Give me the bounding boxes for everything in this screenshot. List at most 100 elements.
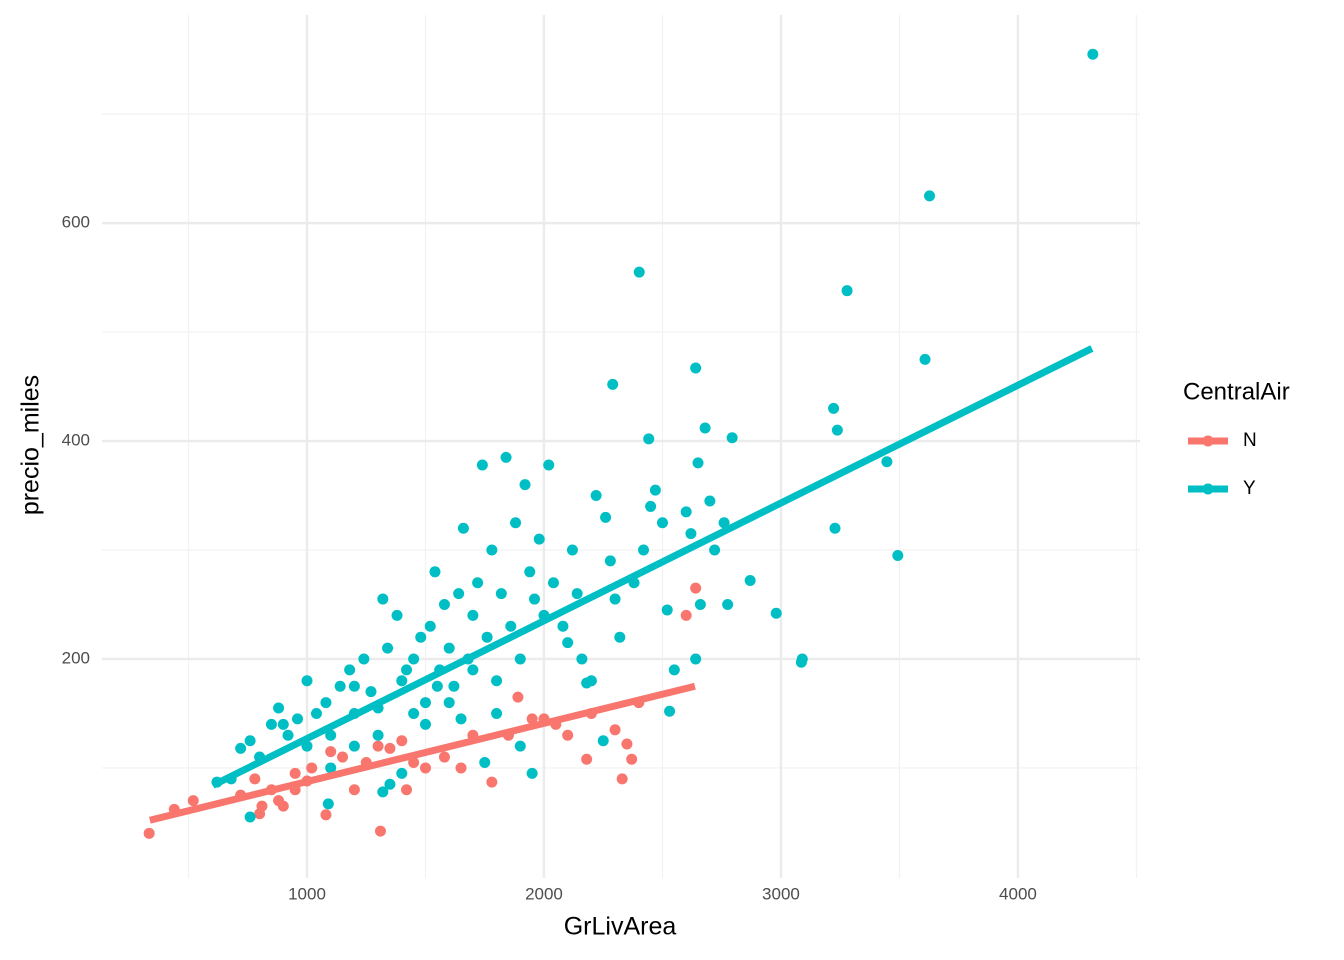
point [348, 740, 360, 752]
point [244, 735, 256, 747]
point [514, 653, 526, 665]
point [372, 740, 384, 752]
point [348, 680, 360, 692]
point [424, 620, 436, 632]
point [443, 642, 455, 654]
point [334, 680, 346, 692]
point [391, 609, 403, 621]
point [495, 588, 507, 600]
point [919, 353, 931, 365]
point [273, 702, 285, 714]
point [448, 680, 460, 692]
x-tick-label: 3000 [762, 884, 800, 903]
point [500, 451, 512, 463]
point [828, 402, 840, 414]
point [408, 707, 420, 719]
point [609, 724, 621, 736]
point [277, 718, 289, 730]
point [604, 555, 616, 567]
legend-label: Y [1243, 478, 1256, 499]
point [325, 729, 337, 741]
point [429, 566, 441, 578]
x-tick-label: 1000 [288, 884, 326, 903]
point [881, 456, 893, 468]
point [680, 506, 692, 518]
point [680, 609, 692, 621]
point [590, 490, 602, 502]
point [289, 767, 301, 779]
point [322, 798, 334, 810]
point [374, 825, 386, 837]
trend-line [149, 682, 696, 824]
point [633, 266, 645, 278]
point [562, 637, 574, 649]
point [704, 495, 716, 507]
point [384, 778, 396, 790]
point [510, 517, 522, 529]
point [377, 593, 389, 605]
point [664, 705, 676, 717]
point [344, 664, 356, 676]
y-tick-label: 200 [62, 648, 90, 667]
point [694, 598, 706, 610]
point [453, 588, 465, 600]
point [643, 433, 655, 445]
point [744, 575, 756, 587]
point [795, 656, 807, 668]
y-tick-label: 400 [62, 431, 90, 450]
point [325, 746, 337, 758]
point [256, 800, 268, 812]
point [514, 740, 526, 752]
point [372, 729, 384, 741]
point [600, 511, 612, 523]
point [638, 544, 650, 556]
point [581, 753, 593, 765]
point [607, 378, 619, 390]
point [476, 459, 488, 471]
point [481, 631, 493, 643]
point [419, 762, 431, 774]
point [365, 686, 377, 698]
point [292, 713, 304, 725]
point [656, 517, 668, 529]
point [699, 422, 711, 434]
point [892, 549, 904, 561]
point [519, 479, 531, 491]
x-axis-title: GrLivArea [564, 913, 677, 941]
point [831, 424, 843, 436]
point [692, 457, 704, 469]
point [597, 735, 609, 747]
point [396, 767, 408, 779]
point [401, 784, 413, 796]
point [690, 582, 702, 594]
point [726, 432, 738, 444]
point [320, 809, 332, 821]
trend-line [211, 345, 1094, 789]
point [396, 735, 408, 747]
point [505, 620, 517, 632]
point [306, 762, 318, 774]
point [581, 677, 593, 689]
point [384, 742, 396, 754]
point [415, 631, 427, 643]
point [718, 517, 730, 529]
point [690, 653, 702, 665]
point [526, 713, 538, 725]
point [709, 544, 721, 556]
point [571, 588, 583, 600]
point [382, 642, 394, 654]
point [491, 707, 503, 719]
point [524, 566, 536, 578]
point [249, 773, 261, 785]
point [443, 697, 455, 709]
point [562, 729, 574, 741]
point [455, 713, 467, 725]
point [557, 620, 569, 632]
point [685, 528, 697, 540]
point [431, 680, 443, 692]
point [576, 653, 588, 665]
point [419, 718, 431, 730]
point [1087, 48, 1099, 60]
point [408, 653, 420, 665]
legend-label: N [1243, 430, 1257, 451]
